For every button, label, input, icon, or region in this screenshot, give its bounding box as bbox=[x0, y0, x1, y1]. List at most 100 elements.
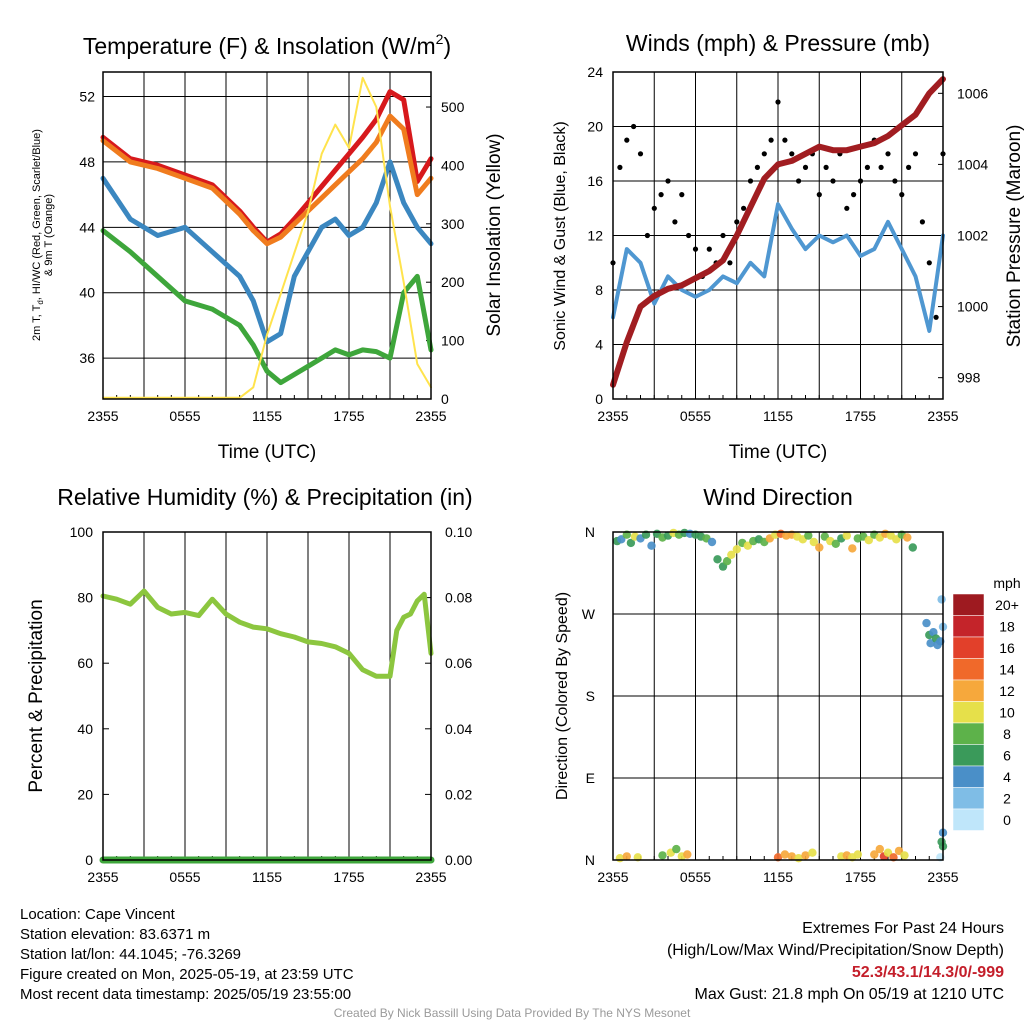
y2-tick-label: 1006 bbox=[957, 85, 988, 101]
y-tick-label: 24 bbox=[587, 64, 603, 80]
wind-direction-point bbox=[892, 535, 901, 544]
y-tick-label: 48 bbox=[79, 154, 95, 170]
y2-tick-label: 0.10 bbox=[445, 524, 472, 540]
extremes-title: Extremes For Past 24 Hours bbox=[802, 920, 1004, 937]
wind-direction-point bbox=[831, 539, 840, 548]
y-tick-label: 4 bbox=[595, 337, 603, 353]
y-tick-label: 80 bbox=[77, 590, 93, 606]
temperature-plot-area: 2355 0555 1155 1755 2355 36 40 44 48 52 0 100 200 300… bbox=[79, 71, 465, 424]
x-tick-label: 2355 bbox=[87, 408, 118, 424]
y-tick-label: 16 bbox=[587, 173, 603, 189]
y2-tick-label: 1000 bbox=[957, 299, 988, 315]
wind-direction-point bbox=[727, 550, 736, 559]
colorbar-swatch bbox=[952, 658, 985, 681]
gust-point bbox=[816, 192, 822, 198]
temperature-title: Temperature (F) & Insolation (W/m2) bbox=[83, 31, 451, 59]
gust-point bbox=[761, 151, 767, 157]
wind-direction-point bbox=[787, 852, 796, 861]
gust-point bbox=[637, 151, 644, 157]
colorbar-label: 18 bbox=[999, 619, 1015, 635]
colorbar-label: 0 bbox=[1003, 812, 1011, 828]
gust-point bbox=[692, 246, 699, 252]
direction-tick-label: S bbox=[586, 688, 595, 704]
gust-point bbox=[899, 192, 905, 198]
gust-point bbox=[768, 137, 774, 143]
y-tick-label: 0 bbox=[595, 391, 603, 407]
gust-point bbox=[919, 219, 926, 225]
wind-direction-point bbox=[848, 544, 857, 553]
credit-text: Created By Nick Bassill Using Data Provi… bbox=[333, 1006, 691, 1020]
wind-direction-point bbox=[926, 639, 935, 648]
wind-direction-point bbox=[875, 844, 884, 854]
x-tick-label: 1755 bbox=[845, 869, 876, 885]
insolation-ylabel: Solar Insolation (Yellow) bbox=[484, 133, 505, 336]
winds-xlabel: Time (UTC) bbox=[729, 442, 828, 463]
wind-direction-ylabel: Direction (Colored By Speed) bbox=[554, 592, 571, 800]
y2-tick-label: 1002 bbox=[957, 228, 988, 244]
x-tick-label: 2355 bbox=[597, 408, 628, 424]
x-tick-label: 1155 bbox=[763, 408, 793, 424]
pressure-line bbox=[610, 76, 946, 388]
wind-direction-point bbox=[743, 541, 752, 550]
wind-direction-point bbox=[672, 844, 681, 854]
gust-point bbox=[679, 192, 685, 198]
recent-data-text: Most recent data timestamp: 2025/05/19 2… bbox=[20, 986, 352, 1003]
wind-direction-point bbox=[900, 851, 909, 860]
gust-point bbox=[706, 246, 712, 252]
wind-direction-point bbox=[853, 850, 862, 859]
wind-direction-point bbox=[622, 852, 631, 861]
gust-point bbox=[789, 151, 795, 157]
plot-frame bbox=[612, 71, 944, 400]
winds-panel: Winds (mph) & Pressure (mb) Time (UTC) S… bbox=[552, 30, 1024, 463]
y2-tick-label: 400 bbox=[441, 157, 465, 173]
y2-tick-label: 0.02 bbox=[445, 786, 472, 802]
colorbar-label: 14 bbox=[999, 662, 1015, 678]
gust-point bbox=[727, 260, 733, 266]
wind-direction-point bbox=[801, 851, 810, 860]
sonic-wind-line bbox=[611, 202, 945, 333]
colorbar-label: 2 bbox=[1003, 791, 1011, 807]
colorbar-label: 10 bbox=[999, 705, 1015, 721]
gust-point bbox=[734, 219, 740, 225]
humidity-panel: Relative Humidity (%) & Precipitation (i… bbox=[26, 484, 473, 885]
gust-point bbox=[926, 260, 932, 266]
y2-tick-label: 200 bbox=[441, 274, 465, 290]
gust-point bbox=[933, 314, 939, 320]
y2-tick-label: 300 bbox=[441, 216, 465, 232]
y2-tick-label: 0.06 bbox=[445, 655, 472, 671]
colorbar-label: 4 bbox=[1003, 769, 1011, 785]
latlon-text: Station lat/lon: 44.1045; -76.3269 bbox=[20, 946, 242, 963]
temperature-ylabel: 2m T, Td, HI/WC (Red, Green, Scarlet/Blu… bbox=[31, 129, 55, 341]
wind-direction-point bbox=[722, 557, 732, 566]
gust-point bbox=[906, 164, 912, 170]
colorbar-title: mph bbox=[993, 575, 1020, 591]
x-tick-label: 0555 bbox=[680, 408, 711, 424]
wind-direction-point bbox=[626, 538, 636, 548]
humidity-plot-area: 2355 0555 1155 1755 23550204060801000.000.02… bbox=[70, 524, 473, 885]
temperature-line bbox=[100, 89, 434, 245]
colorbar-swatch bbox=[952, 808, 985, 831]
gust-point bbox=[878, 164, 884, 170]
colorbar-swatch bbox=[952, 787, 985, 810]
y-tick-label: 20 bbox=[77, 786, 93, 802]
humidity-line bbox=[100, 588, 434, 679]
gust-point bbox=[617, 164, 623, 170]
wind-direction-point bbox=[658, 851, 667, 860]
x-tick-label: 2355 bbox=[415, 869, 446, 885]
gust-point bbox=[857, 178, 864, 184]
x-tick-label: 1755 bbox=[333, 408, 364, 424]
y2-tick-label: 0.00 bbox=[445, 852, 472, 868]
gust-point bbox=[823, 164, 829, 170]
direction-tick-label: N bbox=[585, 524, 595, 540]
x-tick-label: 1155 bbox=[252, 869, 282, 885]
temperature-xlabel: Time (UTC) bbox=[218, 442, 317, 463]
wind-direction-point bbox=[707, 537, 717, 547]
heat-index-line bbox=[100, 159, 434, 345]
winds-plot-area: 2355 0555 1155 1755 235504812162024998100010… bbox=[587, 64, 988, 424]
y2-tick-label: 0 bbox=[441, 391, 449, 407]
colorbar-swatch bbox=[952, 701, 985, 724]
gust-point bbox=[644, 232, 651, 239]
gust-point bbox=[741, 205, 747, 211]
gust-point bbox=[651, 205, 657, 211]
wind-direction-point bbox=[922, 618, 931, 628]
